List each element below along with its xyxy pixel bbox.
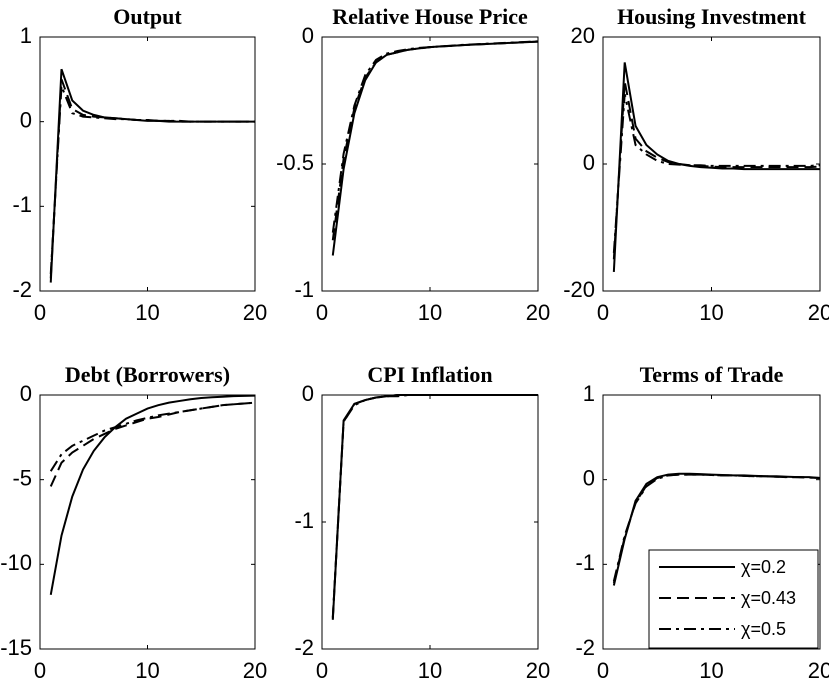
x-tick-label: 10 — [135, 300, 159, 325]
y-tick-label: -5 — [12, 465, 32, 490]
y-tick-label: 0 — [583, 150, 595, 175]
axes-box — [321, 394, 539, 650]
series-line — [49, 394, 256, 595]
series-line — [49, 68, 255, 283]
y-tick-label: -10 — [0, 550, 32, 575]
x-tick-label: 0 — [316, 300, 328, 325]
series-line — [331, 394, 538, 620]
x-tick-label: 0 — [597, 658, 609, 683]
axes-box — [39, 394, 256, 650]
series-line — [331, 40, 539, 241]
y-tick-label: 1 — [583, 381, 595, 406]
legend-label: χ=0.5 — [741, 619, 786, 639]
x-tick-label: 20 — [526, 658, 550, 683]
x-tick-label: 0 — [316, 658, 328, 683]
y-tick-label: -20 — [563, 277, 595, 302]
x-tick-label: 10 — [699, 300, 723, 325]
y-tick-label: -2 — [575, 635, 595, 660]
y-tick-label: -1 — [575, 550, 595, 575]
x-tick-label: 10 — [418, 658, 442, 683]
y-tick-label: 0 — [302, 381, 314, 406]
y-tick-label: -1 — [12, 192, 32, 217]
x-tick-label: 20 — [808, 658, 829, 683]
x-tick-label: 0 — [34, 658, 46, 683]
x-tick-label: 20 — [526, 300, 550, 325]
chart-title: CPI Inflation — [367, 362, 492, 387]
y-tick-label: 0 — [583, 465, 595, 490]
legend-label: χ=0.2 — [741, 557, 786, 577]
y-tick-label: 0 — [20, 107, 32, 132]
axes-box — [321, 36, 539, 292]
y-tick-label: 0 — [20, 381, 32, 406]
x-tick-label: 20 — [243, 300, 267, 325]
x-tick-label: 10 — [699, 658, 723, 683]
series-line — [331, 40, 539, 256]
chart-title: Housing Investment — [617, 4, 807, 29]
chart-title: Terms of Trade — [640, 362, 784, 387]
series-line — [612, 93, 821, 253]
axes-box — [602, 394, 821, 650]
axes-box — [39, 36, 256, 292]
x-tick-label: 0 — [34, 300, 46, 325]
y-tick-label: 0 — [302, 23, 314, 48]
y-tick-label: -2 — [294, 635, 314, 660]
x-tick-label: 20 — [808, 300, 829, 325]
y-tick-label: -2 — [12, 277, 32, 302]
y-tick-label: -15 — [0, 635, 32, 660]
series-line — [612, 473, 821, 582]
chart-title: Debt (Borrowers) — [65, 362, 230, 387]
series-line — [331, 40, 539, 233]
y-tick-label: -0.5 — [276, 150, 314, 175]
series-line — [331, 394, 538, 619]
axes-box — [602, 36, 821, 292]
y-tick-label: -1 — [294, 277, 314, 302]
x-tick-label: 0 — [597, 300, 609, 325]
series-line — [49, 85, 255, 275]
x-tick-label: 10 — [418, 300, 442, 325]
series-line — [49, 78, 255, 279]
series-line — [331, 394, 538, 618]
chart-title: Relative House Price — [332, 4, 528, 29]
x-tick-label: 10 — [135, 658, 159, 683]
y-tick-label: -1 — [294, 508, 314, 533]
series-line — [49, 401, 256, 472]
chart-title: Output — [113, 4, 182, 29]
x-tick-label: 20 — [243, 658, 267, 683]
series-line — [612, 62, 820, 273]
series-line — [612, 81, 821, 260]
y-tick-label: 1 — [20, 23, 32, 48]
series-line — [49, 401, 256, 487]
y-tick-label: 20 — [571, 23, 595, 48]
legend-label: χ=0.43 — [741, 588, 796, 608]
